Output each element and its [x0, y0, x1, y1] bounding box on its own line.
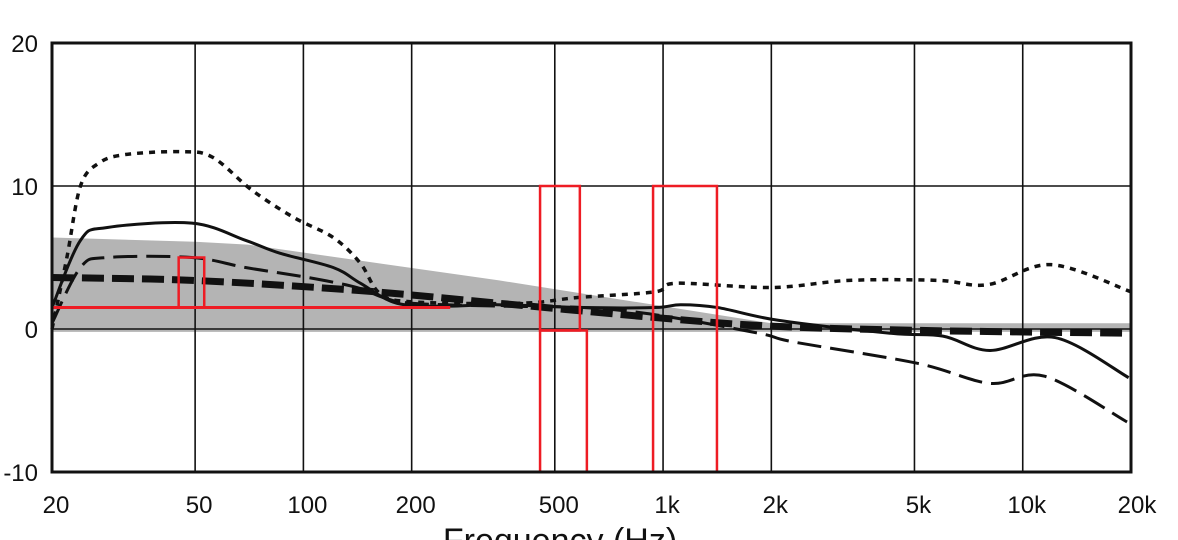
y-tick-label: 0: [25, 317, 38, 344]
x-tick-label: 20: [43, 492, 70, 519]
x-tick-label: 2k: [763, 492, 789, 519]
x-tick-label: 20k: [1118, 492, 1158, 519]
series-dotted-line: [50, 149, 1132, 330]
x-tick-label: 5k: [906, 492, 932, 519]
x-axis-label: Frequency (Hz): [443, 522, 677, 540]
x-tick-label: 10k: [1007, 492, 1047, 519]
series-thick-dashed-line: [51, 274, 1132, 337]
x-tick-label: 500: [539, 492, 579, 519]
x-tick-label: 1k: [654, 492, 680, 519]
plot-frame: [50, 41, 1133, 474]
x-tick-label: 200: [396, 492, 436, 519]
x-tick-label: 100: [287, 492, 327, 519]
red-annotation-box: [177, 256, 206, 309]
y-tick-label: 10: [11, 174, 38, 201]
x-tick-label: 50: [186, 492, 213, 519]
red-annotation-box: [538, 329, 589, 474]
y-tick-label: -10: [3, 460, 38, 487]
y-tick-label: 20: [11, 31, 38, 58]
